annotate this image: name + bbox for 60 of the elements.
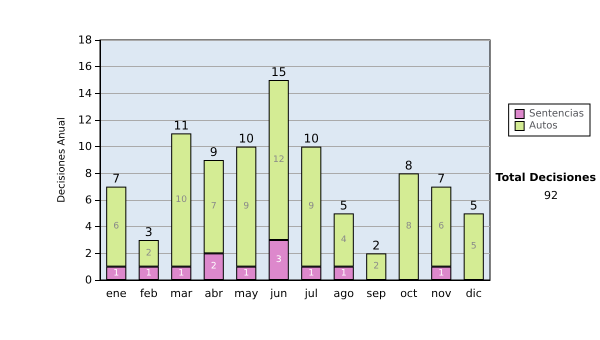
x-tick-label: sep bbox=[366, 287, 386, 300]
y-tick-label: 10 bbox=[78, 140, 92, 154]
total-label: 8 bbox=[404, 158, 413, 172]
data-label: 1 bbox=[438, 268, 444, 278]
x-tick-label: feb bbox=[140, 287, 158, 300]
data-label: 5 bbox=[470, 242, 477, 252]
data-label: 4 bbox=[340, 235, 347, 245]
x-tick-label: may bbox=[234, 287, 259, 300]
data-label: 2 bbox=[146, 248, 152, 258]
x-tick-label: abr bbox=[204, 287, 224, 300]
data-label: 9 bbox=[243, 202, 250, 212]
data-label: 12 bbox=[273, 155, 284, 165]
data-label: 6 bbox=[438, 222, 444, 232]
data-label: 1 bbox=[178, 268, 184, 278]
y-tick-label: 14 bbox=[78, 86, 92, 100]
data-label: 1 bbox=[113, 268, 120, 278]
data-label: 1 bbox=[243, 268, 250, 278]
y-tick-label: 8 bbox=[85, 166, 92, 180]
legend-label: Autos bbox=[529, 120, 558, 132]
x-tick-label: oct bbox=[400, 287, 418, 300]
legend-label: Sentencias bbox=[529, 108, 584, 120]
y-tick-label: 6 bbox=[85, 194, 92, 206]
total-label: 10 bbox=[238, 132, 254, 146]
data-label: 3 bbox=[276, 255, 282, 265]
x-tick-label: jun bbox=[269, 287, 288, 300]
data-label: 7 bbox=[210, 202, 217, 212]
total-label: 9 bbox=[210, 145, 218, 159]
data-label: 6 bbox=[113, 222, 120, 232]
data-label: 2 bbox=[373, 262, 380, 272]
data-label: 2 bbox=[210, 262, 217, 272]
x-tick-label: nov bbox=[431, 287, 452, 300]
total-label: 3 bbox=[144, 225, 153, 239]
total-label: 7 bbox=[112, 172, 120, 186]
y-tick-label: 12 bbox=[78, 114, 92, 126]
total-label: 10 bbox=[304, 132, 319, 146]
total-label: 2 bbox=[372, 238, 380, 252]
x-tick-label: mar bbox=[170, 287, 193, 300]
total-label: 15 bbox=[271, 65, 286, 79]
y-axis-title: Decisiones Anual bbox=[56, 117, 68, 203]
text: 92 bbox=[544, 189, 558, 202]
data-label: 1 bbox=[146, 268, 152, 278]
data-label: 1 bbox=[308, 268, 314, 278]
total-label: 7 bbox=[437, 172, 446, 186]
x-tick-label: ene bbox=[106, 287, 127, 300]
total-label: 5 bbox=[470, 198, 478, 212]
data-label: 1 bbox=[340, 268, 347, 278]
data-label: 8 bbox=[406, 222, 412, 232]
total-label: 11 bbox=[174, 118, 189, 132]
data-label: 10 bbox=[176, 195, 188, 205]
x-tick-label: jul bbox=[304, 287, 318, 300]
x-tick-label: dic bbox=[466, 287, 482, 300]
y-tick-label: 4 bbox=[85, 220, 92, 234]
y-tick-label: 0 bbox=[85, 274, 92, 286]
y-tick-label: 18 bbox=[78, 34, 92, 46]
y-tick-label: 16 bbox=[78, 60, 92, 74]
text: Total Decisiones bbox=[496, 171, 596, 184]
y-tick-label: 2 bbox=[85, 246, 92, 260]
x-tick-label: ago bbox=[334, 287, 354, 300]
total-label: 5 bbox=[340, 198, 348, 212]
data-label: 9 bbox=[308, 202, 314, 212]
